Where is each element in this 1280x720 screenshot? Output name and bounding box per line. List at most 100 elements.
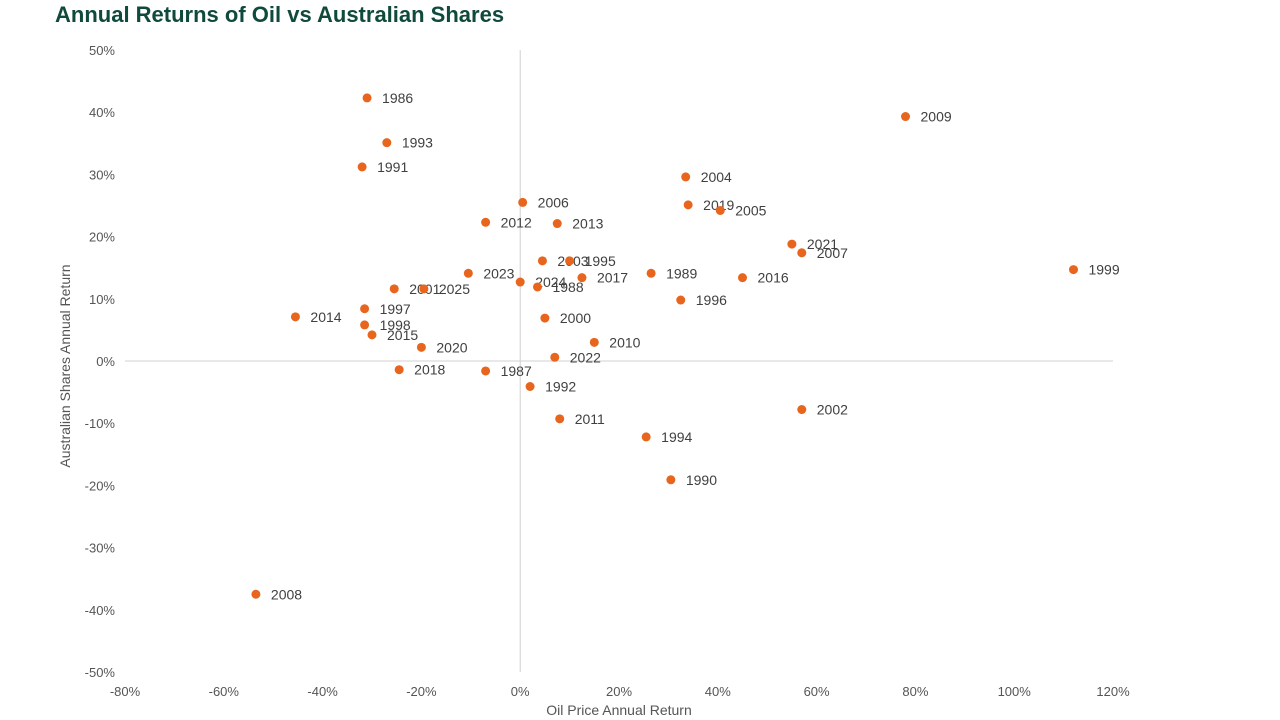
data-point <box>518 197 528 207</box>
data-point-label: 2022 <box>570 349 601 365</box>
data-point-label: 1996 <box>696 292 727 308</box>
data-point-label: 1993 <box>402 135 433 151</box>
data-point-label: 1998 <box>380 317 411 333</box>
data-point-label: 2025 <box>439 281 470 297</box>
data-point <box>251 589 261 599</box>
y-tick-label: 30% <box>89 167 115 182</box>
x-tick-label: 80% <box>902 684 928 699</box>
data-point <box>797 248 807 258</box>
data-point <box>550 352 560 362</box>
data-point <box>463 268 473 278</box>
y-tick-label: -40% <box>85 603 116 618</box>
data-point-label: 1988 <box>552 279 583 295</box>
x-tick-label: -20% <box>406 684 437 699</box>
data-point-label: 2004 <box>701 169 732 185</box>
data-point <box>676 295 686 305</box>
data-point-label: 1997 <box>380 301 411 317</box>
data-point <box>515 277 525 287</box>
y-tick-label: 20% <box>89 230 115 245</box>
data-point-label: 2023 <box>483 265 514 281</box>
y-tick-label: -20% <box>85 478 116 493</box>
data-point <box>419 284 429 294</box>
y-tick-label: -10% <box>85 416 116 431</box>
axes-layer <box>125 50 1113 672</box>
data-point-label: 2010 <box>609 334 640 350</box>
data-point <box>577 273 587 283</box>
x-axis-title: Oil Price Annual Return <box>546 702 692 718</box>
data-point-label: 1992 <box>545 379 576 395</box>
data-point <box>555 414 565 424</box>
data-point <box>681 172 691 182</box>
data-point-label: 2007 <box>817 245 848 261</box>
data-point <box>389 284 399 294</box>
data-point-label: 1987 <box>501 363 532 379</box>
data-point <box>357 162 367 172</box>
data-point-label: 2017 <box>597 270 628 286</box>
x-tick-label: 0% <box>511 684 530 699</box>
chart-title: Annual Returns of Oil vs Australian Shar… <box>55 2 505 27</box>
data-point-label: 1990 <box>686 472 717 488</box>
data-point <box>683 200 693 210</box>
data-point <box>290 312 300 322</box>
x-tick-label: 100% <box>998 684 1032 699</box>
data-point-label: 1989 <box>666 265 697 281</box>
data-point-label: 2011 <box>575 411 605 427</box>
data-point <box>360 304 370 314</box>
y-tick-label: 0% <box>96 354 115 369</box>
data-point <box>416 342 426 352</box>
data-point-label: 2006 <box>538 194 569 210</box>
data-point-label: 1994 <box>661 429 692 445</box>
x-tick-label: 120% <box>1096 684 1130 699</box>
data-point <box>1068 265 1078 275</box>
data-point <box>738 273 747 283</box>
data-point <box>525 382 535 392</box>
data-point <box>641 432 651 442</box>
data-point-label: 2009 <box>921 109 952 125</box>
data-point <box>552 219 562 229</box>
data-point <box>901 112 911 122</box>
data-point <box>382 138 392 148</box>
tick-labels: -80% -60% -40% -20% 0% 20% 40% 60% 80% 100% 120% 50… <box>85 43 1130 699</box>
data-point-label: 2002 <box>817 402 848 418</box>
data-point-label: 2021 <box>807 236 838 252</box>
data-point-label: 1991 <box>377 159 408 175</box>
data-point <box>362 93 372 103</box>
data-point-label: 1995 <box>585 253 616 269</box>
x-tick-label: 40% <box>705 684 731 699</box>
data-points: 1986 1993 1991 2009 2004 2006 2019 2005 2012 2013… <box>251 90 1120 602</box>
x-tick-label: 60% <box>804 684 830 699</box>
data-point <box>481 366 491 376</box>
data-point <box>367 330 377 340</box>
x-tick-label: -60% <box>209 684 240 699</box>
y-tick-label: -50% <box>85 665 116 680</box>
data-point <box>540 313 550 323</box>
data-point <box>646 268 656 278</box>
data-point-label: 2000 <box>560 310 591 326</box>
data-point-label: 1986 <box>382 90 413 106</box>
data-point-label: 2005 <box>735 202 766 218</box>
data-point-label: 2018 <box>414 362 445 378</box>
y-axis-title: Australian Shares Annual Return <box>57 264 73 467</box>
y-tick-label: 40% <box>89 105 115 120</box>
data-point <box>589 337 599 347</box>
y-tick-label: 50% <box>89 43 115 58</box>
data-point-label: 2013 <box>572 216 603 232</box>
data-point <box>394 365 404 375</box>
y-tick-label: -30% <box>85 541 116 556</box>
data-point <box>532 282 542 292</box>
data-point-label: 2012 <box>501 214 532 230</box>
data-point <box>537 256 547 266</box>
data-point-label: 2008 <box>271 586 302 602</box>
x-tick-label: 20% <box>606 684 632 699</box>
data-point <box>565 256 575 266</box>
data-point-label: 2016 <box>758 270 789 286</box>
data-point <box>360 320 370 330</box>
y-tick-label: 10% <box>89 292 115 307</box>
data-point <box>666 475 676 485</box>
data-point-label: 2019 <box>703 197 734 213</box>
x-tick-label: -80% <box>110 684 141 699</box>
x-tick-label: -40% <box>307 684 338 699</box>
data-point-label: 2015 <box>387 327 418 343</box>
data-point-label: 2014 <box>310 309 341 325</box>
data-point-label: 1999 <box>1088 262 1119 278</box>
